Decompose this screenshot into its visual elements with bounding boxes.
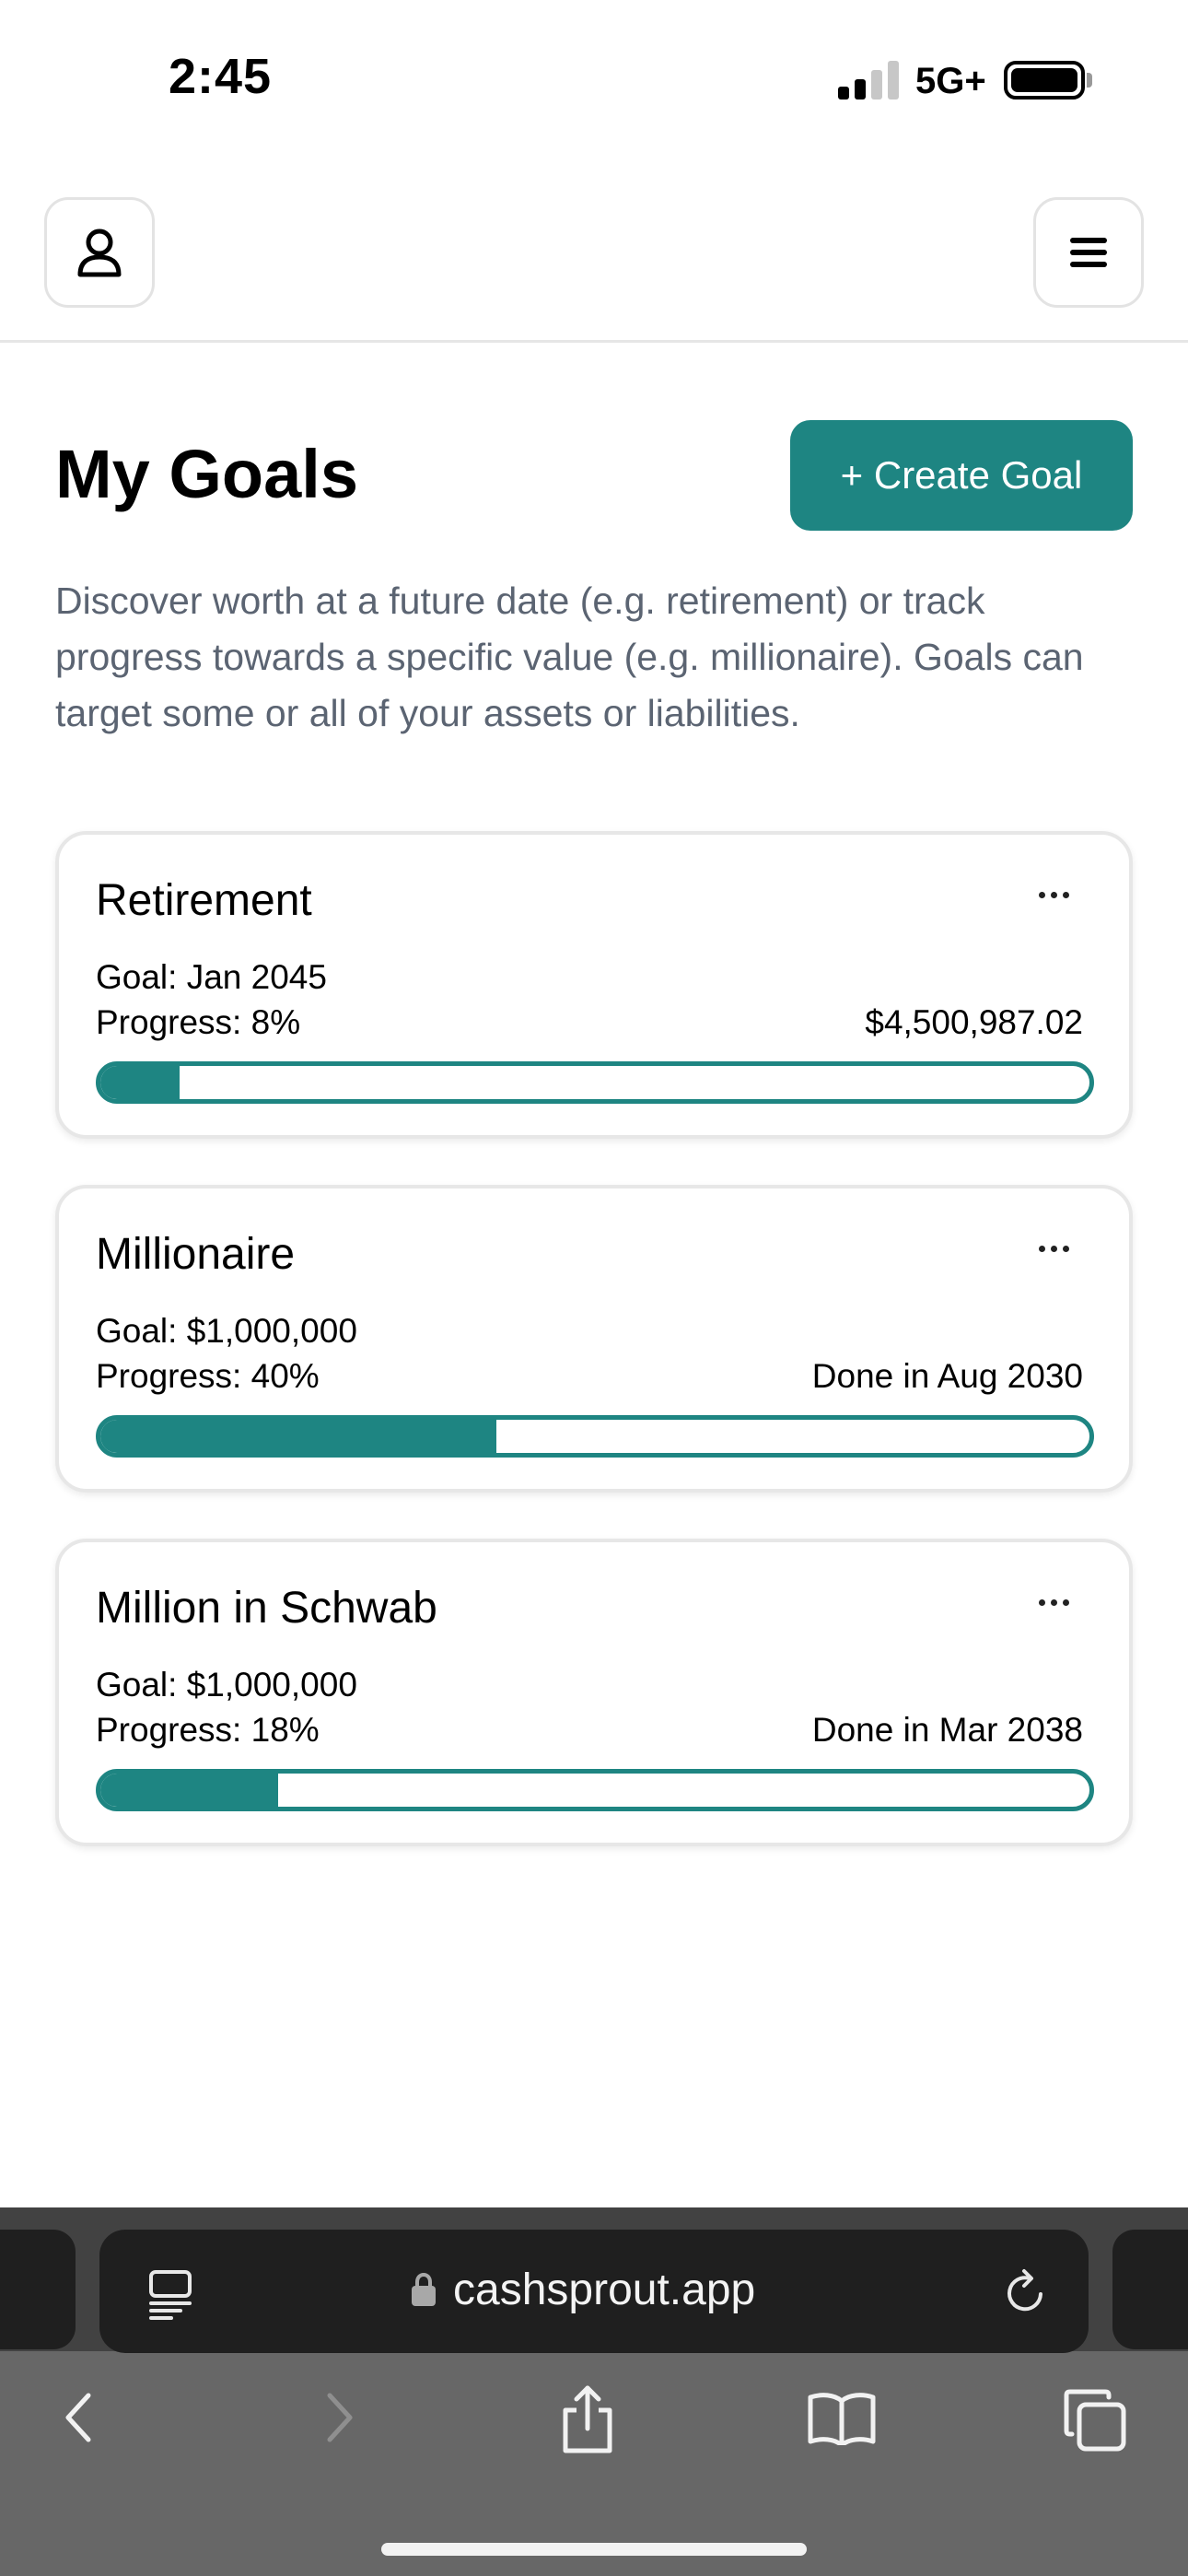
share-icon[interactable]	[558, 2384, 617, 2454]
previous-tab-preview[interactable]	[0, 2230, 76, 2349]
goal-progress-label: Progress: 8%	[96, 1003, 301, 1041]
address-bar[interactable]: cashsprout.app	[99, 2230, 1089, 2353]
goal-target: Goal: Jan 2045	[96, 958, 327, 996]
more-options-button[interactable]	[1026, 1225, 1081, 1271]
goal-progress-label: Progress: 18%	[96, 1711, 320, 1749]
lock-icon	[412, 2272, 436, 2306]
goal-card[interactable]: Retirement Goal: Jan 2045 Progress: 8% $…	[55, 831, 1133, 1139]
goal-name: Million in Schwab	[96, 1584, 437, 1633]
app-header	[0, 166, 1188, 343]
progress-fill	[100, 1066, 180, 1099]
browser-toolbar: cashsprout.app	[0, 2207, 1188, 2576]
forward-icon[interactable]	[320, 2390, 357, 2445]
url-text[interactable]: cashsprout.app	[453, 2266, 756, 2314]
reload-icon[interactable]	[1002, 2266, 1050, 2318]
more-options-button[interactable]	[1026, 1579, 1081, 1625]
progress-fill	[100, 1774, 279, 1807]
page-description: Discover worth at a future date (e.g. re…	[55, 580, 1084, 734]
hamburger-menu-icon	[1070, 238, 1107, 267]
goal-card[interactable]: Millionaire Goal: $1,000,000 Progress: 4…	[55, 1185, 1133, 1493]
goal-completion-date: Done in Mar 2038	[811, 1711, 1083, 1749]
goal-value: $4,500,987.02	[865, 1003, 1083, 1041]
goal-progress-label: Progress: 40%	[96, 1357, 320, 1395]
home-indicator[interactable]	[381, 2543, 807, 2556]
progress-bar	[96, 1415, 1094, 1458]
tabs-icon[interactable]	[1063, 2388, 1127, 2453]
battery-cap	[1087, 73, 1092, 88]
goal-completion-date: Done in Aug 2030	[811, 1357, 1083, 1395]
bookmarks-icon[interactable]	[807, 2390, 877, 2445]
more-options-button[interactable]	[1026, 872, 1081, 918]
progress-fill	[100, 1420, 496, 1453]
battery-icon	[1004, 61, 1085, 100]
status-bar: 2:45 5G+	[0, 0, 1188, 166]
goal-target: Goal: $1,000,000	[96, 1666, 357, 1704]
network-type: 5G+	[915, 61, 986, 101]
menu-button[interactable]	[1033, 197, 1144, 308]
progress-bar	[96, 1769, 1094, 1811]
back-icon[interactable]	[61, 2390, 98, 2445]
next-tab-preview[interactable]	[1112, 2230, 1188, 2349]
user-icon	[77, 228, 122, 277]
signal-icon	[838, 61, 899, 100]
profile-button[interactable]	[44, 197, 155, 308]
goal-name: Millionaire	[96, 1230, 296, 1279]
page-title: My Goals	[55, 436, 358, 512]
goal-target: Goal: $1,000,000	[96, 1312, 357, 1350]
create-goal-button[interactable]: + Create Goal	[790, 420, 1133, 531]
progress-bar	[96, 1061, 1094, 1104]
reader-icon[interactable]	[147, 2268, 193, 2320]
status-time: 2:45	[169, 49, 273, 104]
goal-card[interactable]: Million in Schwab Goal: $1,000,000 Progr…	[55, 1539, 1133, 1846]
address-strip: cashsprout.app	[0, 2207, 1188, 2353]
goal-name: Retirement	[96, 876, 312, 925]
